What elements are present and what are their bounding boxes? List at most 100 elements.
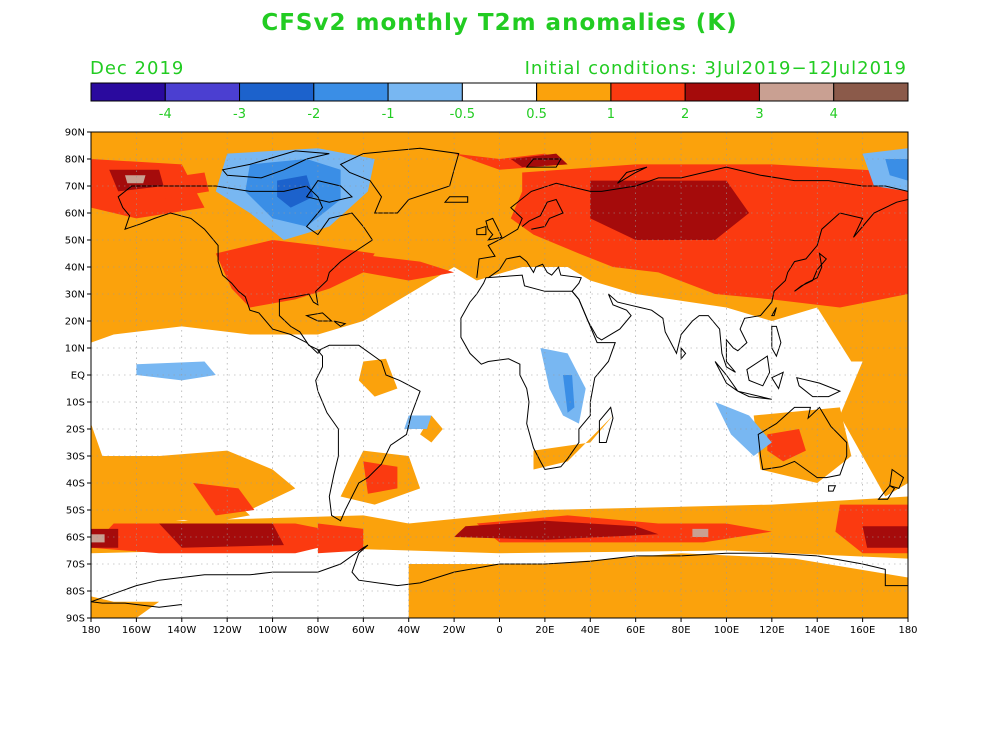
coastline	[828, 485, 837, 492]
lat-tick-label: 70N	[65, 182, 85, 193]
coastline	[770, 307, 777, 317]
lon-tick-label: 160W	[122, 625, 151, 636]
lon-tick-label: 180	[81, 625, 100, 636]
colorbar-label: -3	[233, 107, 246, 122]
lat-tick-label: 50N	[65, 236, 85, 247]
anomaly-contour	[193, 483, 255, 516]
colorbar-label: 1	[607, 107, 615, 122]
colorbar-box	[536, 82, 612, 102]
anomaly-contour	[767, 429, 806, 462]
lon-tick-label: 80W	[307, 625, 330, 636]
lat-tick-label: 40S	[66, 479, 85, 490]
coastline	[521, 198, 564, 230]
coastline	[117, 185, 374, 355]
anomaly-contour	[408, 553, 908, 618]
coastline	[746, 355, 771, 387]
coastline	[91, 601, 182, 608]
anomaly-contour	[885, 159, 908, 181]
colorbar-box	[758, 82, 835, 102]
lon-tick-label: 160E	[850, 625, 875, 636]
lon-tick-label: 180	[898, 625, 917, 636]
colorbar-box	[833, 82, 909, 102]
colorbar-box	[461, 82, 538, 102]
lon-tick-label: 120E	[759, 625, 784, 636]
coastline	[315, 344, 421, 522]
coastline	[757, 406, 848, 479]
anomaly-contour	[317, 523, 364, 554]
coastline	[617, 166, 648, 184]
anomaly-contour	[136, 361, 216, 381]
anomaly-contour	[125, 175, 146, 184]
axis-ticks: 90N 80N 70N 60N 50N 40N 30N 20N 10N EQ 10S 20S 30S 40…	[65, 128, 918, 637]
anomaly-contour	[352, 253, 455, 281]
coastline	[771, 371, 784, 390]
colorbar-box	[164, 82, 241, 102]
lat-tick-label: 30S	[66, 452, 85, 463]
anomaly-contour	[715, 402, 772, 456]
lon-tick-label: 60E	[626, 625, 645, 636]
anomaly-contour	[862, 526, 908, 548]
coastline	[333, 320, 347, 328]
coastline	[460, 274, 616, 471]
lat-tick-label: 60S	[66, 533, 85, 544]
coastline	[796, 377, 842, 398]
colorbar: -4 -3 -2 -1 -0.5 0.5 1 2 3 4	[90, 82, 909, 122]
lon-tick-label: 140W	[167, 625, 196, 636]
colorbar-box	[313, 82, 389, 102]
coastline	[476, 225, 487, 236]
anomaly-contour	[91, 534, 105, 543]
coastline	[889, 468, 905, 490]
coastline	[877, 485, 896, 500]
lat-tick-label: 20S	[66, 425, 85, 436]
colorbar-label: -1	[382, 107, 395, 122]
anomaly-contour	[91, 596, 160, 618]
initial-conditions: Initial conditions: 3Jul2019−12Jul2019	[524, 58, 907, 79]
lon-tick-label: 40W	[397, 625, 420, 636]
lat-tick-label: 70S	[66, 560, 85, 571]
colorbar-label: 0.5	[526, 107, 547, 122]
lat-tick-label: 80S	[66, 587, 85, 598]
coastline	[771, 325, 782, 358]
coastline	[476, 166, 908, 373]
anomaly-contour	[692, 528, 709, 537]
anomaly-contour	[420, 415, 443, 443]
anomaly-contour	[363, 461, 398, 494]
coastline	[443, 196, 469, 203]
colorbar-label: -0.5	[450, 107, 475, 122]
lon-tick-label: 40E	[581, 625, 600, 636]
lat-tick-label: 80N	[65, 155, 85, 166]
lat-tick-label: 20N	[65, 317, 85, 328]
colorbar-label: 3	[755, 107, 763, 122]
valid-month: Dec 2019	[90, 58, 185, 79]
anomaly-contour	[839, 348, 908, 497]
colorbar-box	[90, 82, 166, 102]
colorbar-label: 4	[830, 107, 838, 122]
anomaly-contour	[510, 153, 568, 168]
coastline	[304, 312, 333, 322]
colorbar-label: -2	[307, 107, 320, 122]
coastline	[305, 180, 354, 203]
lat-tick-label: 60N	[65, 209, 85, 220]
lon-tick-label: 20E	[535, 625, 554, 636]
anomaly-contour	[590, 180, 750, 240]
lat-tick-label: 10N	[65, 344, 85, 355]
lat-tick-label: 90S	[66, 614, 85, 625]
colorbar-box	[684, 82, 760, 102]
graticule	[91, 132, 908, 618]
colorbar-label: 2	[681, 107, 689, 122]
colorbar-box	[610, 82, 686, 102]
anomaly-contour	[277, 175, 314, 208]
lon-tick-label: 120W	[213, 625, 242, 636]
lat-tick-label: 30N	[65, 290, 85, 301]
colorbar-label: -4	[159, 107, 172, 122]
lon-tick-label: 20W	[443, 625, 466, 636]
lat-tick-label: 90N	[65, 128, 85, 139]
colorbar-box	[239, 82, 315, 102]
coastline	[598, 406, 614, 443]
coastline	[794, 252, 828, 292]
lon-tick-label: 60W	[352, 625, 375, 636]
anomaly-contour	[159, 523, 284, 548]
anomaly-contour	[563, 375, 575, 413]
coastline	[525, 158, 562, 168]
